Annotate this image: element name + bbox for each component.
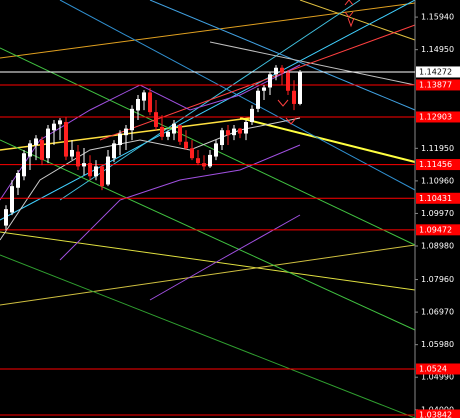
level-box	[416, 363, 460, 375]
candle-body	[274, 67, 278, 75]
band-line	[59, 144, 301, 261]
trend-line	[99, 24, 416, 141]
candle-body	[22, 153, 26, 177]
candle-body	[286, 72, 290, 91]
band-line	[149, 214, 301, 301]
candle-body	[190, 148, 194, 159]
y-tick-label: 1.08980	[421, 241, 454, 250]
candle-body	[196, 158, 200, 164]
candle-body	[100, 166, 104, 187]
trend-line	[0, 254, 416, 418]
y-tick-label: 1.07960	[421, 275, 454, 284]
candle-body	[40, 140, 44, 160]
candle-body	[202, 163, 206, 167]
candle-body	[166, 131, 170, 137]
level-label: 1.12903	[419, 112, 452, 121]
candle-body	[298, 72, 302, 104]
candle-body	[52, 123, 56, 131]
candle-body	[34, 138, 38, 146]
y-tick-label: 1.05980	[421, 340, 454, 349]
trend-line	[149, 0, 416, 111]
candle-body	[88, 163, 92, 177]
trend-line	[0, 139, 416, 331]
y-tick-label: 1.10960	[421, 176, 454, 185]
level-box	[416, 159, 460, 171]
candle-body	[148, 92, 152, 113]
candle-body	[46, 128, 50, 159]
trend-line	[0, 47, 416, 246]
candle-body	[118, 133, 122, 146]
candle-body	[226, 130, 230, 136]
candle-body	[214, 143, 218, 157]
level-label: 1.13877	[419, 80, 452, 89]
y-tick-label: 1.04990	[421, 373, 454, 382]
y-tick-label: 1.09970	[421, 209, 454, 218]
candle-body	[244, 122, 248, 134]
candle-body	[76, 151, 80, 167]
trend-lines	[0, 0, 416, 418]
trend-line	[0, 2, 416, 59]
candle-body	[112, 143, 116, 159]
candle-body	[292, 90, 296, 104]
candle-body	[94, 166, 98, 177]
candle-body	[10, 186, 14, 213]
level-box	[416, 66, 460, 78]
candle-body	[268, 74, 272, 88]
level-box	[416, 79, 460, 91]
level-box	[416, 224, 460, 236]
candle-body	[256, 90, 260, 109]
level-box	[416, 111, 460, 123]
candle-body	[160, 126, 164, 137]
level-label: 1.14272	[419, 67, 452, 76]
candle-body	[262, 87, 266, 91]
candle-body	[136, 98, 140, 111]
candle-body	[28, 143, 32, 157]
arrow	[277, 99, 297, 125]
candle-body	[4, 209, 8, 226]
candle-body	[142, 92, 146, 101]
candle-body	[154, 112, 158, 127]
level-label: 1.10431	[419, 194, 452, 203]
y-tick-label: 1.06970	[421, 308, 454, 317]
trend-line	[299, 0, 416, 41]
trend-line	[0, 231, 416, 291]
y-tick-label: 1.15940	[421, 13, 454, 22]
level-label: 1.11456	[419, 160, 452, 169]
level-box	[416, 192, 460, 204]
y-tick-label: 1.11950	[421, 144, 454, 153]
candle-body	[124, 128, 128, 136]
level-label: 1.03842	[419, 410, 452, 418]
trend-line	[239, 117, 416, 163]
arrow	[344, 0, 355, 28]
band-line	[0, 117, 301, 241]
candle-body	[82, 163, 86, 167]
candle-body	[58, 120, 62, 125]
candle-body	[106, 156, 110, 185]
candle-body	[238, 128, 242, 134]
candle-body	[172, 123, 176, 134]
level-label: 1.09472	[419, 225, 452, 234]
candle-body	[280, 67, 284, 73]
candle-body	[208, 154, 212, 167]
candle-body	[232, 128, 236, 136]
candle-body	[70, 149, 74, 157]
candle-body	[16, 172, 20, 188]
trend-line	[0, 244, 416, 306]
candle-body	[178, 125, 182, 142]
candle-body	[130, 108, 134, 131]
level-box	[416, 409, 460, 418]
candle-body	[250, 108, 254, 123]
candle-body	[64, 122, 68, 157]
candle-body	[220, 130, 224, 146]
trend-line	[209, 41, 416, 86]
trend-line	[0, 0, 416, 221]
trend-line	[59, 0, 416, 191]
y-tick-label: 1.14950	[421, 45, 454, 54]
level-label: 1.0524	[419, 364, 447, 373]
candle-body	[184, 141, 188, 149]
